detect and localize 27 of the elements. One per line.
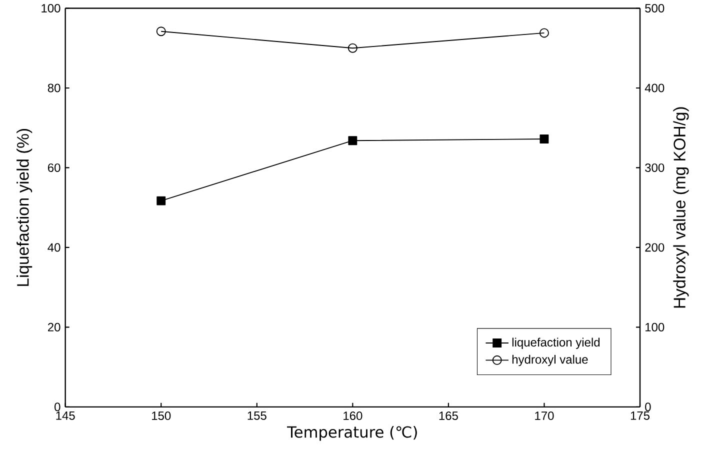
y2-tick-label: 500 [645, 4, 664, 13]
y-tick-label: 60 [48, 164, 60, 172]
y2-tick-label: 200 [645, 243, 664, 252]
point [156, 196, 166, 206]
y2-tick-label: 100 [646, 323, 664, 332]
y-tick-label: 40 [48, 243, 60, 252]
y-tick-label: 80 [48, 84, 60, 92]
x-tick-label: 160 [344, 412, 362, 420]
y2-tick-label: 300 [645, 164, 664, 172]
x-tick-label: 165 [439, 412, 458, 420]
x-tick-label: 175 [630, 412, 650, 420]
x-tick-label: 145 [56, 412, 75, 420]
x-tick-label: 155 [248, 412, 266, 420]
legend-label: hydroxyl value [512, 355, 588, 366]
point [348, 136, 358, 146]
y-tick-label: 100 [42, 4, 60, 13]
y-axis-title: Liquefaction yield (%) [16, 129, 32, 286]
x-axis-title: Temperature (℃) [287, 426, 417, 441]
point [540, 134, 549, 144]
y-tick-label: 20 [48, 323, 60, 332]
x-tick-label: 150 [152, 412, 171, 420]
y2-axis-title: Hydroxyl value (mg KOH/g) [673, 107, 689, 308]
legend-label: liquefaction yield [512, 338, 600, 350]
x-tick-label: 170 [535, 412, 554, 420]
y2-tick-label: 0 [645, 402, 651, 412]
y2-tick-label: 400 [644, 84, 664, 92]
y-tick-label: 0 [54, 402, 60, 412]
